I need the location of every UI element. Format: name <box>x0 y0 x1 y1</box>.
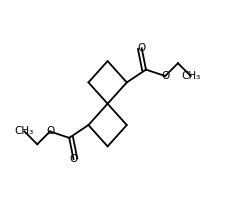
Text: O: O <box>137 43 145 53</box>
Text: O: O <box>160 71 169 81</box>
Text: O: O <box>46 126 54 137</box>
Text: CH₃: CH₃ <box>180 71 200 81</box>
Text: CH₃: CH₃ <box>15 126 34 137</box>
Text: O: O <box>69 154 77 164</box>
